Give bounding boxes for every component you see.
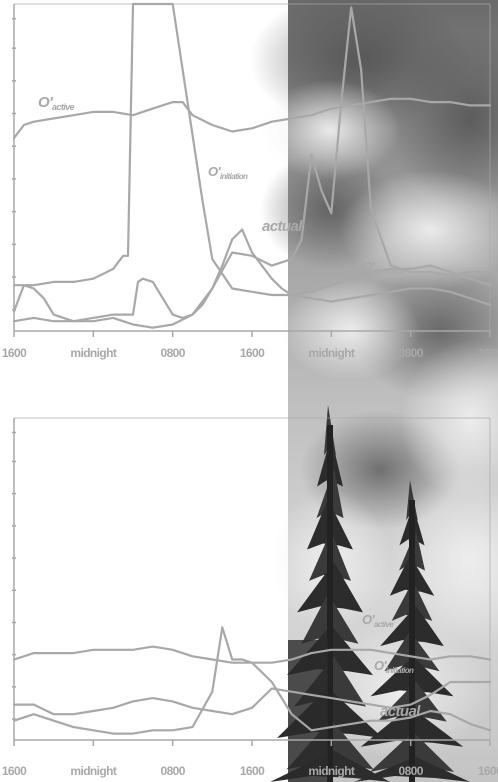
series-label: O'initiation <box>374 658 414 675</box>
x-tick-label: midnight <box>70 346 116 360</box>
x-tick-label: 0800 <box>399 346 424 360</box>
series-line <box>12 626 492 735</box>
series-label-subscript: active <box>52 102 75 112</box>
chart-panel: 1600midnight08001600midnight08001600O'ac… <box>2 417 498 778</box>
x-tick-label: midnight <box>308 346 354 360</box>
series-label-main: O' <box>362 259 376 274</box>
series-line <box>12 2 492 297</box>
series-line <box>12 97 492 140</box>
series-label-main: O' <box>38 94 53 111</box>
pine-tree-right <box>354 480 470 782</box>
series-label: O'initiation <box>208 164 248 181</box>
x-tick-label: 0800 <box>161 346 186 360</box>
light-cloud <box>280 280 420 380</box>
x-tick-label: 0800 <box>399 764 424 778</box>
light-cloud <box>260 80 400 180</box>
series-line <box>12 680 492 716</box>
series-label-main: O' <box>208 164 222 179</box>
x-tick-label: midnight <box>308 764 354 778</box>
cloud-and-pine-photo <box>250 0 498 782</box>
series-label: O'cessation <box>362 259 406 276</box>
x-tick-label: midnight <box>70 764 116 778</box>
series-label-main: O' <box>374 658 388 673</box>
series-line <box>12 6 492 329</box>
series-label-main: actual <box>380 703 421 720</box>
series-label-subscript: active <box>374 620 394 629</box>
series-label: actual <box>380 703 421 720</box>
x-tick-label: 1600 <box>478 764 498 778</box>
chart-panel: 1600midnight08001600midnight08001600O'ac… <box>2 2 498 360</box>
series-label-subscript: initiation <box>220 172 248 181</box>
series-label-subscript: initiation <box>386 666 414 675</box>
series-label: O'active <box>362 612 394 629</box>
x-tick-label: 0800 <box>161 764 186 778</box>
dark-cloud <box>390 30 498 210</box>
x-tick-label: 1600 <box>240 764 265 778</box>
series-line <box>12 228 492 323</box>
pine-foliage-dark <box>288 640 328 782</box>
x-tick-label: 1600 <box>2 346 27 360</box>
pine-trunk <box>409 500 415 782</box>
series-label-main: actual <box>262 218 303 235</box>
light-cloud <box>400 340 498 500</box>
series-label: O'active <box>38 94 75 112</box>
x-tick-label: 1600 <box>2 764 27 778</box>
pine-trunk <box>327 425 333 782</box>
x-tick-label: 1600 <box>240 346 265 360</box>
light-cloud <box>340 170 498 290</box>
series-label-subscript: cessation <box>374 267 406 276</box>
series-label: actual <box>262 218 303 235</box>
x-tick-label: 1600 <box>478 346 498 360</box>
series-label-main: O' <box>362 612 376 627</box>
